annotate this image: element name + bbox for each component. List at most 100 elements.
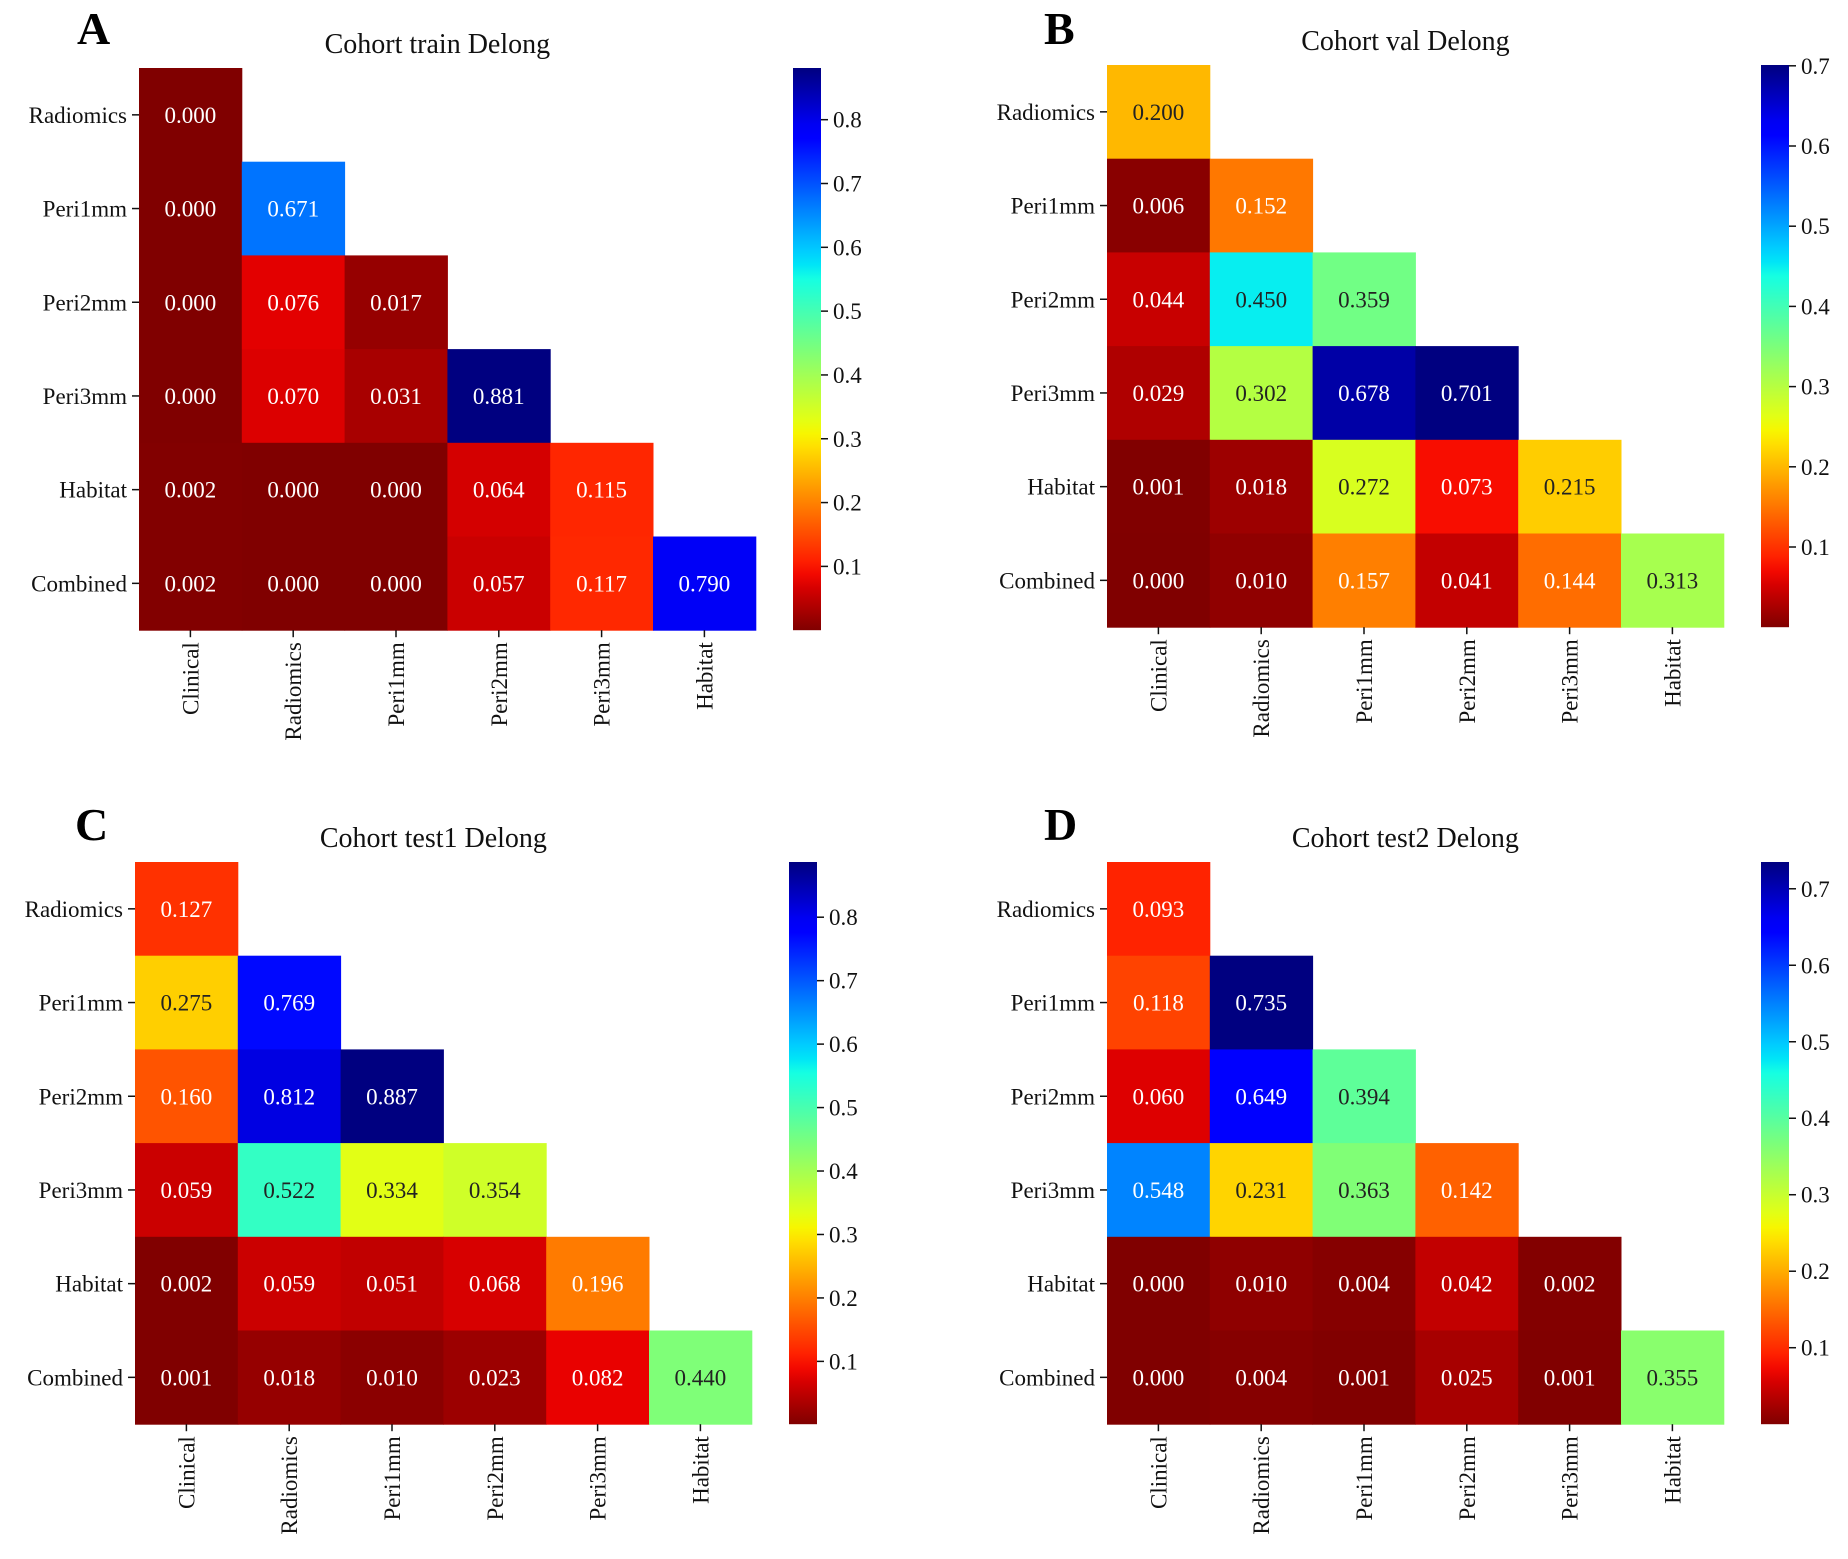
y-tick-label: Combined (31, 571, 127, 596)
cell-value-label: 0.450 (1235, 287, 1287, 312)
heatmap-cell (447, 349, 551, 444)
cell-value-label: 0.000 (1133, 568, 1185, 593)
cell-value-label: 0.000 (267, 478, 319, 503)
cell-value-label: 0.334 (366, 1178, 418, 1203)
cell-value-label: 0.115 (576, 478, 627, 503)
colorbar-tick-label: 0.2 (1801, 1259, 1830, 1284)
heatmap-cell (340, 1236, 444, 1331)
chart-title: Cohort train Delong (325, 29, 551, 60)
heatmap-cell (135, 1330, 239, 1425)
cell-value-label: 0.025 (1441, 1365, 1493, 1390)
heatmap-panel-c: C Cohort test1 Delong 0.127 0.275 0.769 0.160… (25, 799, 859, 1535)
cell-value-label: 0.002 (165, 478, 217, 503)
heatmap-cell (1209, 1330, 1314, 1425)
heatmap-cell (135, 1143, 239, 1238)
x-tick-label: Peri3mm (586, 1436, 611, 1520)
colorbar-tick-label: 0.3 (829, 1222, 858, 1247)
cell-value-label: 0.044 (1133, 287, 1185, 312)
y-tick-label: Peri3mm (39, 1178, 123, 1203)
cell-value-label: 0.001 (1338, 1365, 1390, 1390)
y-tick-label: Combined (999, 1365, 1095, 1390)
colorbar-tick-label: 0.2 (833, 491, 862, 516)
colorbar-tick-label: 0.1 (829, 1349, 858, 1374)
colorbar-tick-label: 0.5 (833, 299, 862, 324)
cell-value-label: 0.144 (1544, 568, 1596, 593)
cell-value-label: 0.355 (1647, 1365, 1699, 1390)
heatmap-cell (237, 1049, 342, 1144)
heatmap-cell (1107, 252, 1211, 347)
colorbar (1761, 862, 1789, 1425)
heatmap-cell (1312, 346, 1416, 441)
heatmap-panel-b: B Cohort val Delong 0.200 0.006 0.152 0.044 0.… (997, 3, 1831, 738)
colorbar-tick-label: 0.7 (1801, 877, 1830, 902)
cell-value-label: 0.051 (366, 1272, 418, 1297)
heatmap-cell (1415, 439, 1519, 534)
heatmap-cell (443, 1330, 547, 1425)
x-tick-label: Peri3mm (1558, 1436, 1583, 1520)
x-tick-label: Radiomics (1249, 639, 1274, 737)
cell-value-label: 0.000 (1133, 1272, 1185, 1297)
x-tick-label: Peri1mm (1352, 1436, 1377, 1520)
cell-value-label: 0.064 (473, 478, 525, 503)
cell-value-label: 0.001 (1544, 1365, 1596, 1390)
heatmap-cell (344, 442, 448, 537)
y-tick-label: Combined (999, 568, 1095, 593)
y-tick-label: Peri3mm (43, 384, 127, 409)
cell-value-label: 0.023 (469, 1365, 521, 1390)
colorbar-tick-label: 0.1 (1801, 1336, 1830, 1361)
cell-value-label: 0.359 (1338, 287, 1390, 312)
cell-value-label: 0.354 (469, 1178, 521, 1203)
cell-value-label: 0.200 (1133, 100, 1185, 125)
x-tick-label: Peri1mm (384, 642, 409, 726)
colorbar (793, 68, 821, 631)
heatmap-cell (1107, 1330, 1211, 1425)
cell-value-label: 0.000 (165, 290, 217, 315)
cell-value-label: 0.002 (1544, 1272, 1596, 1297)
heatmap-cell (1312, 1143, 1416, 1238)
colorbar-tick-label: 0.4 (829, 1159, 858, 1184)
heatmap-cell (1518, 1236, 1622, 1331)
heatmap-cell (1415, 1330, 1519, 1425)
heatmap-cell (237, 1143, 342, 1238)
heatmap-cell (241, 536, 346, 631)
x-tick-label: Habitat (692, 642, 717, 710)
cell-value-label: 0.440 (675, 1365, 727, 1390)
panel-letter: B (1044, 3, 1075, 54)
heatmap-cell (1107, 1236, 1211, 1331)
heatmap-cell (241, 349, 346, 444)
x-tick-label: Habitat (1660, 639, 1685, 707)
chart-title: Cohort test2 Delong (1292, 823, 1519, 854)
cell-value-label: 0.073 (1441, 475, 1493, 500)
heatmap-cell (344, 255, 448, 350)
cell-value-label: 0.142 (1441, 1178, 1493, 1203)
cell-value-label: 0.042 (1441, 1272, 1493, 1297)
heatmap-cell (1209, 252, 1314, 347)
colorbar-tick-label: 0.1 (1801, 535, 1830, 560)
x-tick-label: Clinical (178, 642, 203, 715)
cell-value-label: 0.010 (1235, 1272, 1287, 1297)
heatmap-cell (550, 442, 654, 537)
cell-value-label: 0.000 (165, 103, 217, 128)
colorbar-tick-label: 0.5 (829, 1096, 858, 1121)
heatmap-cell (1312, 1049, 1416, 1144)
cell-value-label: 0.302 (1235, 381, 1287, 406)
colorbar-tick-label: 0.1 (833, 554, 862, 579)
cell-value-label: 0.018 (263, 1365, 315, 1390)
cell-value-label: 0.881 (473, 384, 525, 409)
heatmap-cell (344, 349, 448, 444)
cell-value-label: 0.000 (370, 571, 422, 596)
cell-value-label: 0.790 (679, 571, 731, 596)
colorbar (1761, 65, 1789, 628)
cell-value-label: 0.000 (267, 571, 319, 596)
heatmap-cell (1415, 346, 1519, 441)
y-tick-label: Combined (27, 1365, 123, 1390)
heatmap-cell (1209, 1236, 1314, 1331)
y-tick-label: Peri3mm (1011, 381, 1095, 406)
colorbar-tick-label: 0.7 (829, 969, 858, 994)
cell-value-label: 0.272 (1338, 475, 1390, 500)
heatmap-cell (1107, 439, 1211, 534)
y-tick-label: Radiomics (997, 100, 1095, 125)
cell-value-label: 0.004 (1338, 1272, 1390, 1297)
y-tick-label: Radiomics (29, 103, 127, 128)
